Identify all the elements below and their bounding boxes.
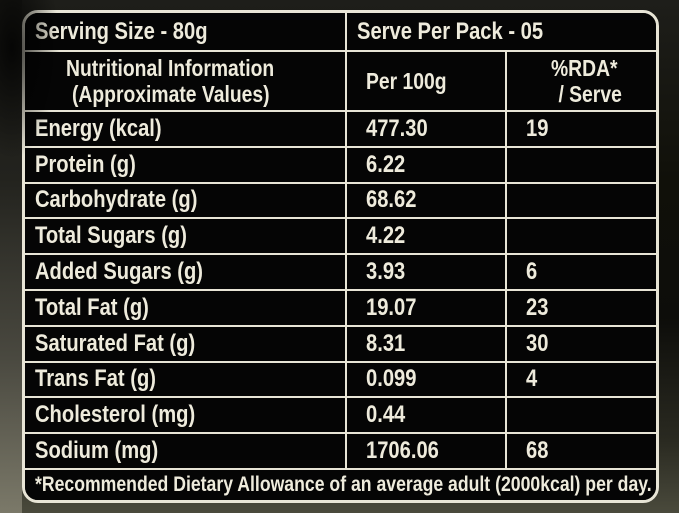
- per-100g-value: 68.62: [345, 181, 505, 218]
- nutrient-label: Added Sugars (g): [25, 253, 345, 289]
- per-100g-value: 4.22: [345, 217, 505, 254]
- rda-value: 19: [505, 110, 656, 146]
- nutrient-label: Sodium (mg): [25, 432, 345, 468]
- per-100g-value: 19.07: [345, 288, 505, 325]
- rda-value: [505, 396, 656, 433]
- rda-value: 30: [505, 324, 656, 361]
- rda-value: 4: [505, 360, 656, 397]
- serving-size-text: Serving Size - 80g: [35, 17, 208, 45]
- nutrient-label: Protein (g): [25, 145, 345, 182]
- nutrient-label: Cholesterol (mg): [25, 396, 345, 433]
- header-per-100g: Per 100g: [345, 50, 505, 110]
- header-nutritional-info: Nutritional Information (Approximate Val…: [25, 50, 345, 110]
- nutrition-table: Serving Size - 80g Serve Per Pack - 05 N…: [22, 10, 659, 503]
- per-100g-value: 0.44: [345, 396, 505, 433]
- nutrient-label: Total Fat (g): [25, 288, 345, 325]
- per-100g-value: 3.93: [345, 253, 505, 289]
- nutrient-label: Carbohydrate (g): [25, 181, 345, 218]
- per-100g-value: 6.22: [345, 145, 505, 182]
- per-100g-value: 477.30: [345, 110, 505, 146]
- header-info-line2: (Approximate Values): [72, 81, 270, 107]
- serving-size-cell: Serving Size - 80g: [25, 13, 345, 50]
- nutrient-label: Trans Fat (g): [25, 360, 345, 397]
- serve-per-pack-cell: Serve Per Pack - 05: [345, 13, 656, 50]
- per-100g-value: 1706.06: [345, 432, 505, 468]
- header-rda-per-serve: %RDA* / Serve: [505, 50, 656, 110]
- nutrient-label: Total Sugars (g): [25, 217, 345, 254]
- header-rda-line2: / Serve: [558, 81, 623, 107]
- rda-footnote-text: *Recommended Dietary Allowance of an ave…: [35, 472, 652, 496]
- header-rda-line1: %RDA*: [551, 55, 618, 81]
- rda-value: [505, 181, 656, 218]
- rda-value: [505, 145, 656, 182]
- rda-value: 68: [505, 432, 656, 468]
- serve-per-pack-text: Serve Per Pack - 05: [357, 17, 544, 45]
- header-info-line1: Nutritional Information: [66, 55, 275, 81]
- rda-footnote: *Recommended Dietary Allowance of an ave…: [25, 467, 656, 500]
- nutrient-label: Saturated Fat (g): [25, 324, 345, 361]
- per-100g-value: 8.31: [345, 324, 505, 361]
- header-per-100g-text: Per 100g: [366, 67, 447, 94]
- per-100g-value: 0.099: [345, 360, 505, 397]
- rda-value: 6: [505, 253, 656, 289]
- rda-value: [505, 217, 656, 254]
- nutrient-label: Energy (kcal): [25, 110, 345, 146]
- rda-value: 23: [505, 288, 656, 325]
